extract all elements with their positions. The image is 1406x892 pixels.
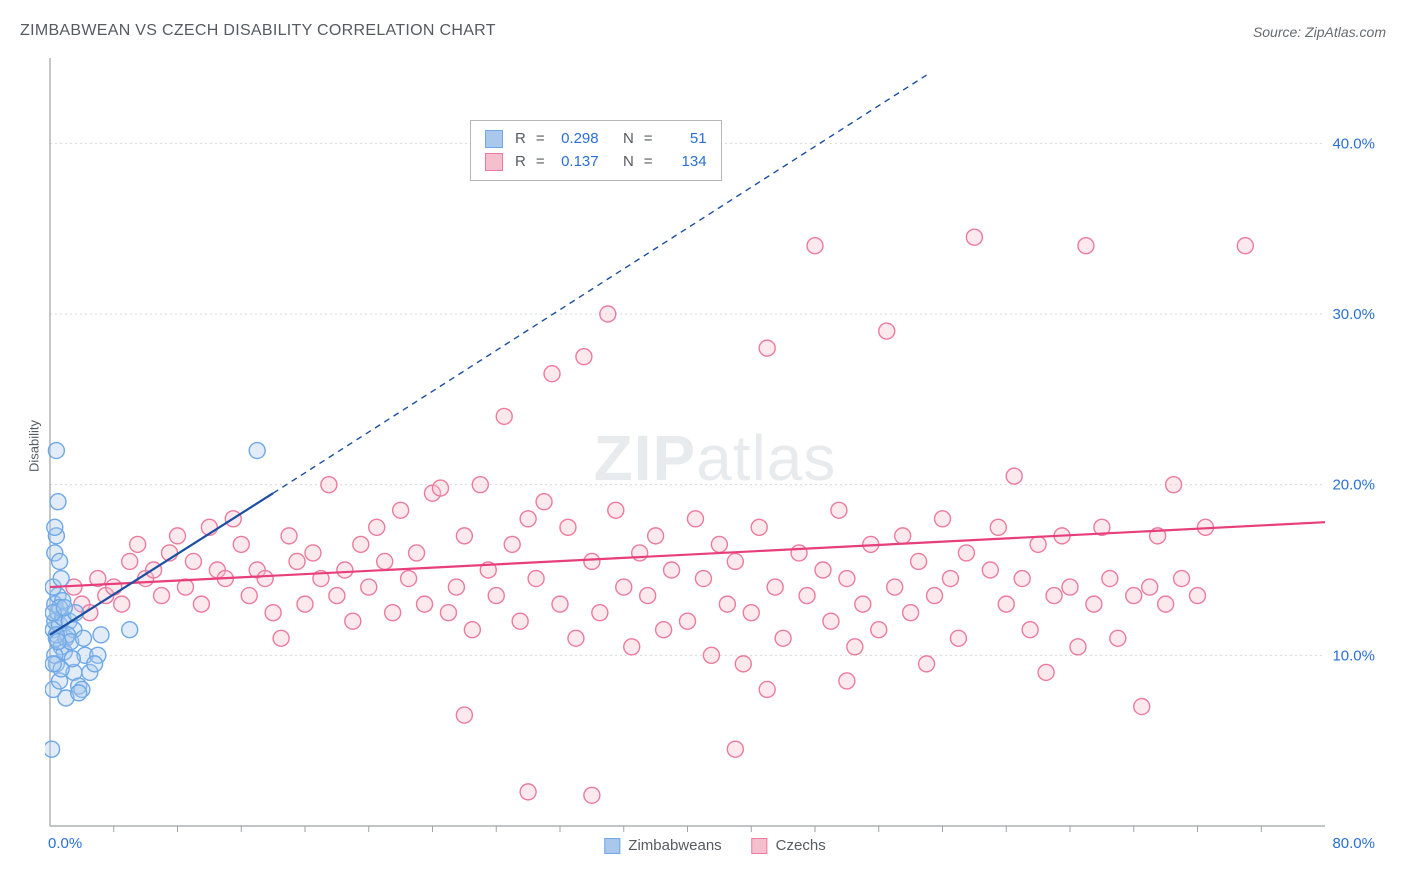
stats-N-zim: 51 xyxy=(663,127,707,150)
legend-item-zimbabweans: Zimbabweans xyxy=(604,837,721,854)
chart-title: ZIMBABWEAN VS CZECH DISABILITY CORRELATI… xyxy=(20,22,496,40)
plot-area: 10.0%20.0%30.0%40.0%0.0%80.0% ZIPatlas R… xyxy=(45,58,1385,858)
swatch-czechs xyxy=(485,153,503,171)
swatch-czechs xyxy=(752,838,768,854)
equals-sign: = xyxy=(644,150,653,173)
stats-R-cz: 0.137 xyxy=(555,150,599,173)
equals-sign: = xyxy=(536,150,545,173)
page-root: ZIMBABWEAN VS CZECH DISABILITY CORRELATI… xyxy=(0,0,1406,892)
stats-row-czechs: R = 0.137 N = 134 xyxy=(485,150,707,173)
y-axis-label: Disability xyxy=(27,420,42,472)
svg-text:0.0%: 0.0% xyxy=(48,835,82,852)
svg-text:40.0%: 40.0% xyxy=(1332,135,1375,152)
x-axis-legend: Zimbabweans Czechs xyxy=(604,837,825,854)
stats-N-label: N xyxy=(623,127,634,150)
stats-R-label: R xyxy=(515,150,526,173)
stats-legend-box: R = 0.298 N = 51 R = 0.137 N = 134 xyxy=(470,120,722,181)
swatch-zimbabweans xyxy=(604,838,620,854)
swatch-zimbabweans xyxy=(485,130,503,148)
svg-text:30.0%: 30.0% xyxy=(1332,306,1375,323)
stats-N-cz: 134 xyxy=(663,150,707,173)
legend-label-czechs: Czechs xyxy=(776,837,826,854)
svg-text:10.0%: 10.0% xyxy=(1332,647,1375,664)
stats-R-label: R xyxy=(515,127,526,150)
source-attribution: Source: ZipAtlas.com xyxy=(1253,24,1386,40)
stats-row-zimbabweans: R = 0.298 N = 51 xyxy=(485,127,707,150)
svg-text:80.0%: 80.0% xyxy=(1332,835,1375,852)
legend-item-czechs: Czechs xyxy=(752,837,826,854)
stats-R-zim: 0.298 xyxy=(555,127,599,150)
legend-label-zimbabweans: Zimbabweans xyxy=(628,837,721,854)
equals-sign: = xyxy=(644,127,653,150)
svg-text:20.0%: 20.0% xyxy=(1332,477,1375,494)
equals-sign: = xyxy=(536,127,545,150)
stats-N-label: N xyxy=(623,150,634,173)
